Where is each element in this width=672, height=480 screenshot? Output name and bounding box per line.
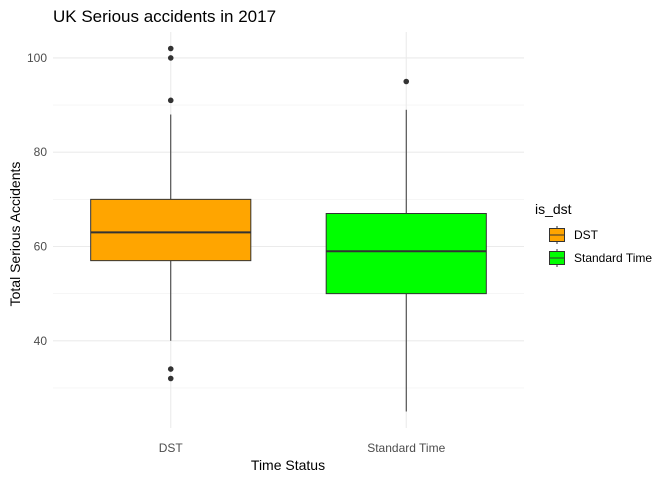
y-tick-label: 100 [27,51,47,65]
y-tick-label: 40 [34,334,48,348]
outlier-point [167,55,174,61]
legend-label: Standard Time [574,251,652,265]
outlier-point [403,78,410,85]
outlier-point [167,375,174,382]
box-group [90,45,252,382]
x-axis-title: Time Status [251,457,325,473]
outlier-point [167,97,174,104]
x-tick-label: Standard Time [367,441,445,455]
legend-item: DST [548,226,599,244]
y-tick-label: 60 [34,240,48,254]
box-iqr [90,198,252,262]
box-plots [90,45,487,412]
y-tick-label: 80 [34,145,48,159]
x-tick-label: DST [159,441,184,455]
box-group [325,78,487,412]
x-tick-labels: DST Standard Time [159,441,446,455]
outlier-point [167,45,174,52]
box-iqr [325,213,487,295]
legend: is_dst DST Standard Time [535,201,652,267]
y-axis-title: Total Serious Accidents [7,162,23,307]
chart-title: UK Serious accidents in 2017 [53,7,276,26]
outlier-point [167,366,174,372]
legend-title: is_dst [535,201,572,217]
legend-label: DST [574,228,599,242]
y-tick-labels: 40 60 80 100 [27,51,47,348]
legend-item: Standard Time [548,249,652,267]
